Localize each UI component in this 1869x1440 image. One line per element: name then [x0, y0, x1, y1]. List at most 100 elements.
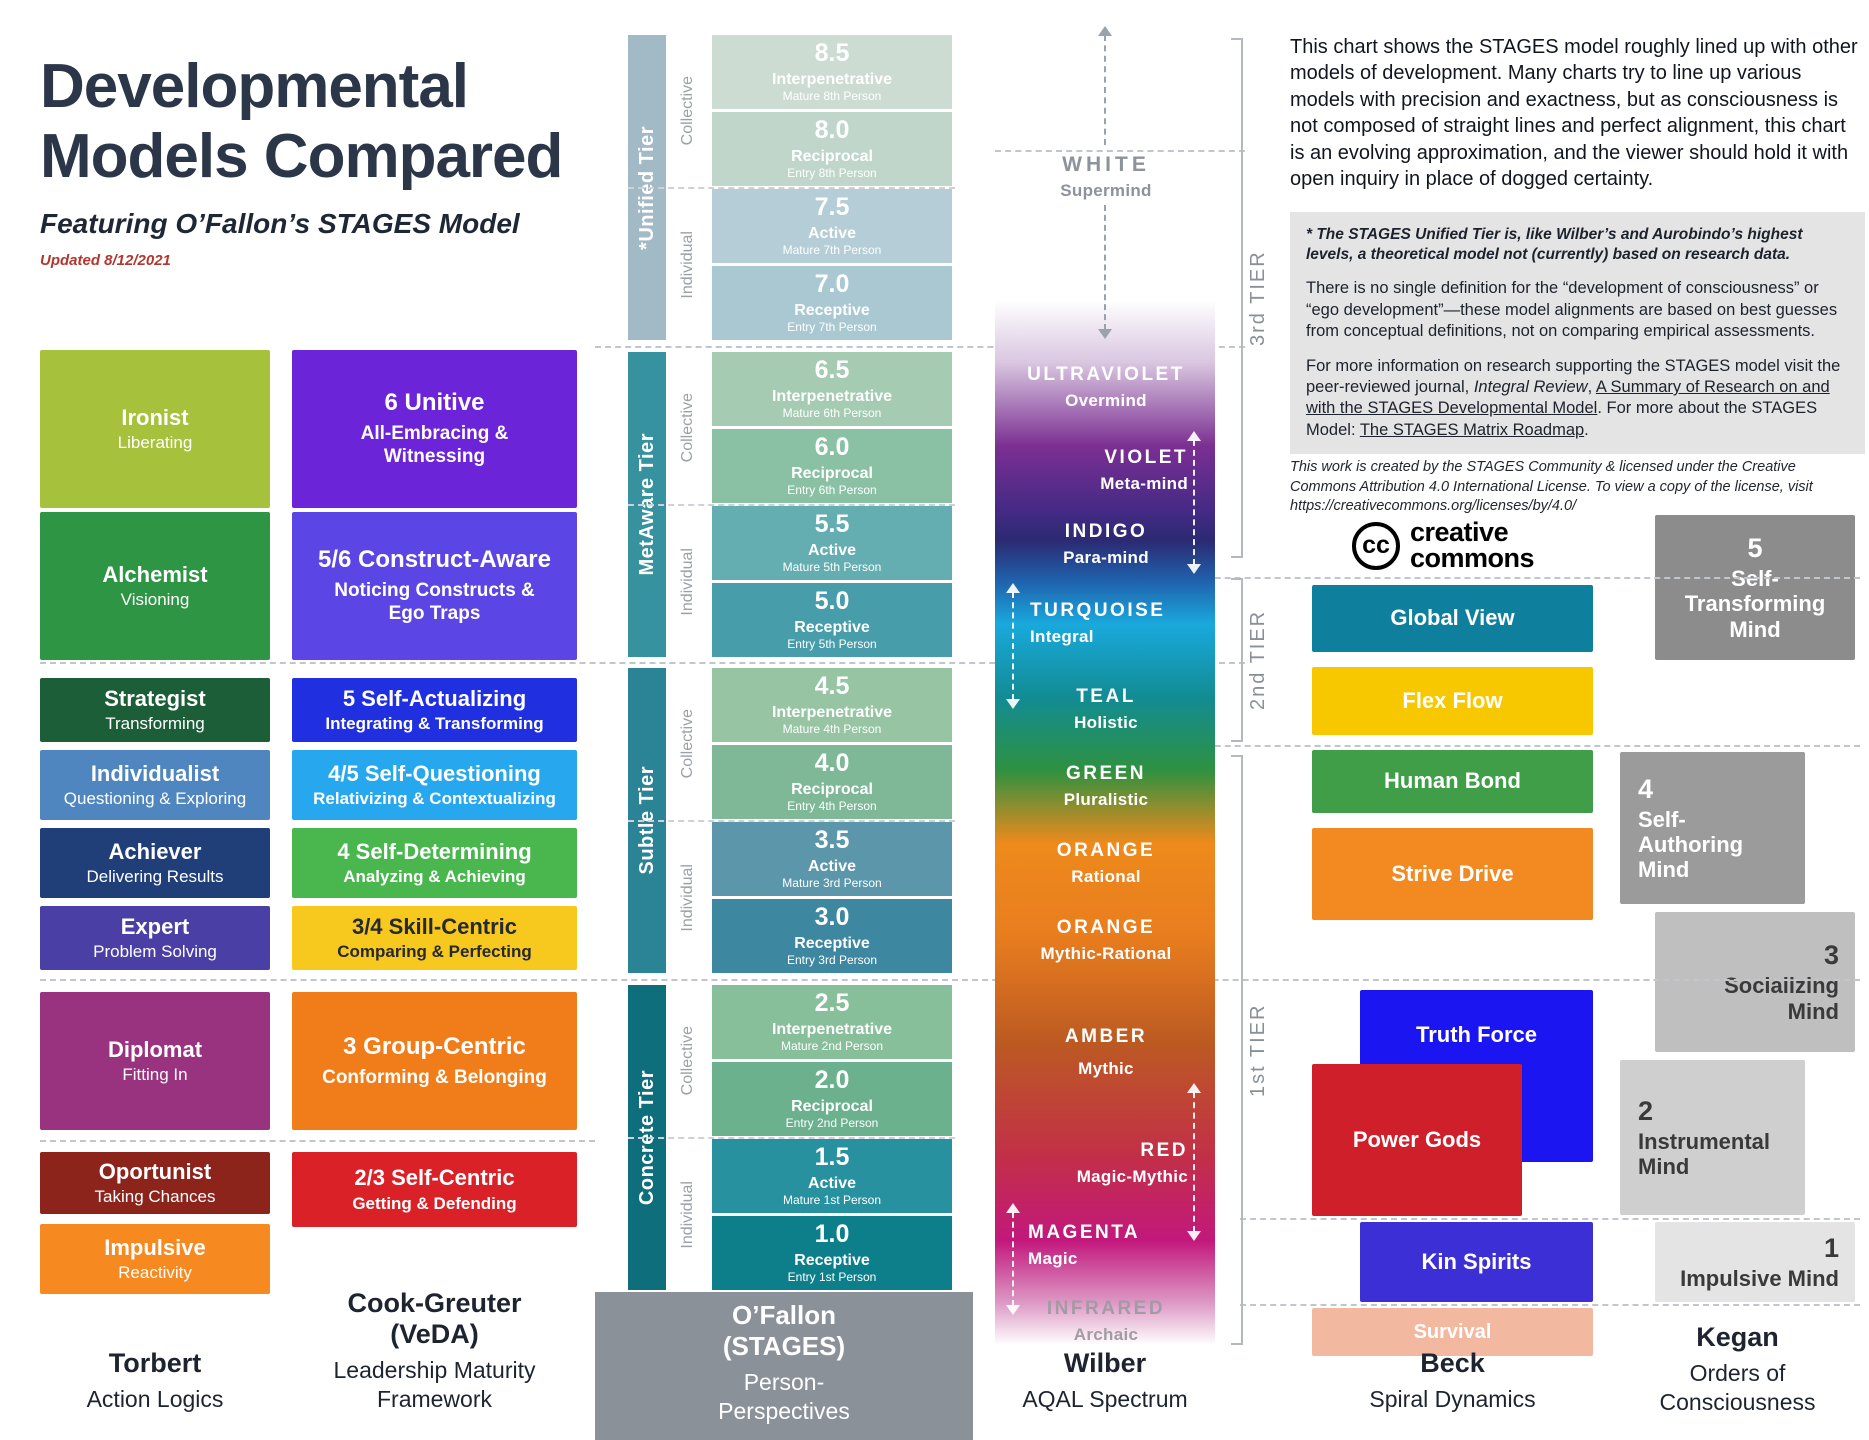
- beck-box-global-view: Global View: [1312, 585, 1593, 652]
- torbert-box-alchemist: Alchemist Visioning: [40, 512, 270, 660]
- wilber-level-ultraviolet: ULTRAVIOLET Overmind: [1027, 364, 1185, 410]
- cg-box-self-questioning: 4/5 Self-Questioning Relativizing & Conte…: [292, 750, 577, 820]
- stage-box-7-0: 7.0 Receptive Entry 7th Person: [712, 266, 952, 340]
- ofallon-footer-band: [595, 1292, 973, 1440]
- kegan-footer: Kegan Orders of Consciousness: [1659, 1322, 1816, 1415]
- wilber-level-green: GREEN Pluralistic: [1063, 763, 1149, 809]
- scope-divider-line: [628, 820, 955, 822]
- wilber-level-infrared: INFRARED Archaic: [1046, 1298, 1166, 1344]
- creative-commons-logo: cc creative commons: [1352, 519, 1535, 571]
- scope-label-collective: Collective: [666, 35, 710, 186]
- tier-divider-line: [40, 1140, 595, 1142]
- beck-box-flex-flow: Flex Flow: [1312, 667, 1593, 735]
- stage-box-1-5: 1.5 Active Mature 1st Person: [712, 1139, 952, 1213]
- wilber-level-orange-rational: ORANGE Rational: [1056, 840, 1156, 886]
- supermind-arrow-up: [1098, 26, 1112, 145]
- stage-box-3-5: 3.5 Active Mature 3rd Person: [712, 822, 952, 896]
- stage-box-8-0: 8.0 Reciprocal Entry 8th Person: [712, 112, 952, 186]
- link-summary-of-research[interactable]: A Summary of Research on and with the ST…: [1306, 378, 1830, 418]
- stage-box-6-5: 6.5 Interpenetrative Mature 6th Person: [712, 352, 952, 426]
- header: Developmental Models Compared Featuring …: [40, 52, 563, 270]
- torbert-box-oportunist: Oportunist Taking Chances: [40, 1152, 270, 1214]
- license-text: This work is created by the STAGES Commu…: [1290, 459, 1813, 515]
- updated-date: Updated 8/12/2021: [40, 252, 171, 270]
- scope-divider-line: [628, 504, 955, 506]
- torbert-box-achiever: Achiever Delivering Results: [40, 828, 270, 898]
- tier-label-3rd: 3rd TIER: [1247, 250, 1269, 346]
- stage-box-7-5: 7.5 Active Mature 7th Person: [712, 189, 952, 263]
- link-stages-matrix-roadmap[interactable]: The STAGES Matrix Roadmap: [1359, 420, 1585, 439]
- kegan-box-4: 4 Self-Authoring Mind: [1620, 752, 1805, 904]
- torbert-box-impulsive: Impulsive Reactivity: [40, 1224, 270, 1294]
- scope-label-individual: Individual: [666, 822, 710, 973]
- scope-label-individual: Individual: [666, 1139, 710, 1290]
- kegan-box-1: 1 Impulsive Mind: [1655, 1222, 1855, 1302]
- wilber-spectrum-strip: [995, 300, 1215, 1345]
- unified-tier-note: * The STAGES Unified Tier is, like Wilbe…: [1306, 226, 1803, 264]
- scope-label-collective: Collective: [666, 985, 710, 1136]
- cg-box-unitive: 6 Unitive All-Embracing & Witnessing: [292, 350, 577, 508]
- torbert-box-strategist: Strategist Transforming: [40, 678, 270, 742]
- stage-box-2-0: 2.0 Reciprocal Entry 2nd Person: [712, 1062, 952, 1136]
- tier-divider-line: [40, 979, 1860, 981]
- tier-divider-line: [1240, 1218, 1860, 1220]
- wilber-level-teal: TEAL Holistic: [1074, 686, 1138, 732]
- stage-box-5-0: 5.0 Receptive Entry 5th Person: [712, 583, 952, 657]
- notes-box: * The STAGES Unified Tier is, like Wilbe…: [1290, 212, 1865, 455]
- tier-label-2nd: 2nd TIER: [1247, 609, 1269, 711]
- cg-box-self-determining: 4 Self-Determining Analyzing & Achieving: [292, 828, 577, 898]
- scope-divider-line: [628, 1137, 955, 1139]
- torbert-box-individualist: Individualist Questioning & Exploring: [40, 750, 270, 820]
- cg-box-self-centric: 2/3 Self-Centric Getting & Defending: [292, 1152, 577, 1227]
- torbert-footer: Torbert Action Logics: [86, 1348, 224, 1412]
- kegan-box-2: 2 Instrumental Mind: [1620, 1060, 1805, 1215]
- stage-box-2-5: 2.5 Interpenetrative Mature 2nd Person: [712, 985, 952, 1059]
- tier-divider-line: [995, 745, 1860, 747]
- stage-box-1-0: 1.0 Receptive Entry 1st Person: [712, 1216, 952, 1290]
- range-arrow-turquoise-teal: [1006, 583, 1020, 709]
- research-note: For more information on research support…: [1306, 356, 1841, 439]
- stage-box-4-5: 4.5 Interpenetrative Mature 4th Person: [712, 668, 952, 742]
- wilber-footer: Wilber AQAL Spectrum: [1022, 1348, 1188, 1412]
- journal-name: Integral Review: [1473, 378, 1588, 397]
- stage-box-4-0: 4.0 Reciprocal Entry 4th Person: [712, 745, 952, 819]
- scope-label-individual: Individual: [666, 506, 710, 657]
- range-arrow-violet-indigo: [1187, 431, 1201, 574]
- wilber-level-turquoise: TURQUOISE Integral: [1030, 600, 1166, 646]
- wilber-level-orange-mythic-rational: ORANGE Mythic-Rational: [1040, 917, 1172, 963]
- wilber-level-white: WHITE Supermind: [1060, 153, 1152, 201]
- beck-box-power-gods: Power Gods: [1312, 1064, 1522, 1216]
- beck-footer: Beck Spiral Dynamics: [1369, 1348, 1536, 1412]
- tier-label-1st: 1st TIER: [1247, 1003, 1269, 1097]
- page-title: Developmental Models Compared: [40, 52, 563, 192]
- wilber-level-red: RED Magic-Mythic: [1076, 1140, 1188, 1186]
- tier-divider-line: [595, 346, 1245, 348]
- wilber-level-indigo: INDIGO Para-mind: [1063, 521, 1149, 567]
- range-arrow-magenta: [1006, 1203, 1020, 1315]
- bracket-1st-tier: [1231, 755, 1243, 1345]
- torbert-box-diplomat: Diplomat Fitting In: [40, 992, 270, 1130]
- definitions-note: There is no single definition for the “d…: [1306, 279, 1838, 341]
- tier-divider-line: [1240, 1304, 1860, 1306]
- kegan-box-3: 3 Socializing Mind: [1655, 912, 1855, 1052]
- beck-box-kin-spirits: Kin Spirits: [1360, 1222, 1593, 1302]
- wilber-level-magenta: MAGENTA Magic: [1028, 1222, 1141, 1268]
- stage-box-8-5: 8.5 Interpenetrative Mature 8th Person: [712, 35, 952, 109]
- tier-divider-line: [995, 577, 1860, 579]
- torbert-box-ironist: Ironist Liberating: [40, 350, 270, 508]
- beck-box-human-bond: Human Bond: [1312, 750, 1593, 813]
- cg-box-construct-aware: 5/6 Construct-Aware Noticing Constructs &…: [292, 512, 577, 660]
- tier-divider-line: [40, 662, 1245, 664]
- wilber-level-amber: AMBER Mythic: [1064, 1026, 1148, 1078]
- stage-box-5-5: 5.5 Active Mature 5th Person: [712, 506, 952, 580]
- cg-box-group-centric: 3 Group-Centric Conforming & Belonging: [292, 992, 577, 1130]
- bracket-2nd-tier: [1231, 578, 1243, 742]
- page-subtitle: Featuring O’Fallon’s STAGES Model: [40, 208, 520, 240]
- supermind-arrow-down: [1098, 205, 1112, 339]
- cook-greuter-footer: Cook-Greuter (VeDA) Leadership Maturity …: [333, 1288, 536, 1412]
- bracket-3rd-tier: [1231, 38, 1243, 558]
- scope-label-individual: Individual: [666, 189, 710, 340]
- kegan-box-5: 5 Self-Transforming Mind: [1655, 515, 1855, 660]
- scope-divider-line: [628, 187, 955, 189]
